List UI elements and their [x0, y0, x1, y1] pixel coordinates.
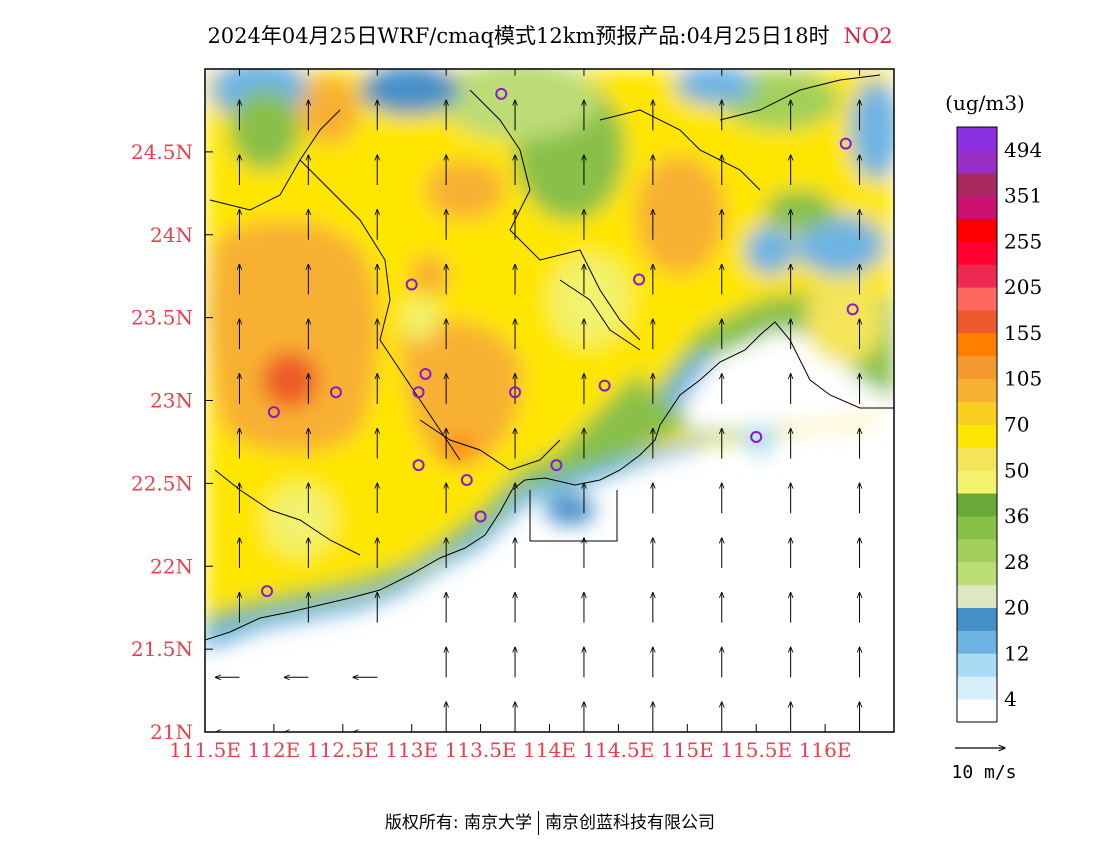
legend-label: 36 — [1004, 504, 1029, 528]
title-main: 2024年04月25日WRF/cmaq模式12km预报产品:04月25日18时 — [207, 24, 830, 48]
legend-swatch — [957, 127, 997, 151]
wind-vectors — [215, 69, 859, 732]
legend-swatch — [957, 332, 997, 357]
legend-swatch — [957, 584, 997, 608]
lat-tick-label: 24.5N — [131, 140, 193, 164]
station-marker — [460, 474, 473, 487]
concentration-field — [205, 69, 894, 732]
lat-tick-label: 23N — [150, 389, 193, 413]
legend-label: 28 — [1004, 550, 1029, 574]
lon-tick-label: 115E — [661, 738, 714, 762]
legend-swatch — [957, 195, 997, 219]
legend-swatch — [957, 447, 997, 471]
station-marker — [474, 510, 487, 523]
longitude-axis: 111.5E 112E 112.5E 113E 113.5E 114E 114.5E 115E… — [169, 724, 851, 762]
legend-swatch — [957, 310, 997, 334]
legend-label: 105 — [1004, 367, 1042, 391]
lon-tick-label: 113.5E — [445, 738, 517, 762]
chart-title: 2024年04月25日WRF/cmaq模式12km预报产品:04月25日18时 N… — [0, 20, 1100, 50]
station-marker — [550, 459, 563, 472]
station-marker — [495, 87, 508, 100]
legend-swatch — [957, 355, 997, 380]
station-marker — [509, 386, 522, 399]
lat-tick-label: 23.5N — [131, 306, 193, 330]
station-marker — [419, 367, 432, 380]
title-species: NO2 — [843, 24, 893, 48]
legend-swatch — [957, 630, 997, 654]
latitude-axis: 21N 21.5N 22N 22.5N 23N 23.5N 24N 24.5N — [131, 140, 213, 744]
legend-swatch — [957, 149, 997, 174]
footer-left: 版权所有: 南京大学 — [384, 813, 533, 833]
station-marker — [846, 303, 859, 316]
station-marker — [598, 379, 611, 392]
footer-right: 南京创蓝科技有限公司 — [545, 813, 716, 833]
legend-label: 70 — [1004, 413, 1029, 437]
lon-tick-label: 115.5E — [720, 738, 792, 762]
legend-label: 4 — [1004, 687, 1017, 711]
station-marker — [839, 137, 852, 150]
legend-swatch — [957, 470, 997, 494]
legend-label: 50 — [1004, 458, 1029, 482]
station-marker — [412, 386, 425, 399]
legend-swatch — [957, 287, 997, 311]
legend-swatch — [957, 607, 997, 631]
lon-tick-label: 113E — [385, 738, 438, 762]
legend-label: 494 — [1004, 138, 1042, 162]
station-marker — [405, 278, 418, 291]
legend-label: 205 — [1004, 275, 1042, 299]
legend-swatch — [957, 241, 997, 265]
lon-tick-label: 112E — [248, 738, 301, 762]
lat-tick-label: 22.5N — [131, 471, 193, 495]
legend-swatch — [957, 401, 997, 425]
legend-swatch — [957, 424, 997, 448]
legend-unit: (ug/m3) — [945, 91, 1025, 115]
legend-label: 351 — [1004, 184, 1042, 208]
wind-scale-label: 10 m/s — [951, 762, 1016, 783]
lat-tick-label: 24N — [150, 223, 193, 247]
station-marker — [267, 406, 280, 419]
lat-tick-label: 22N — [150, 554, 193, 578]
station-markers — [261, 87, 859, 598]
legend-swatch — [957, 378, 997, 403]
color-legend: 4 12 20 28 36 50 70 105 155 205 255 351 494 — [956, 126, 1042, 723]
station-marker — [750, 430, 763, 443]
lon-tick-label: 114E — [523, 738, 576, 762]
legend-label: 155 — [1004, 321, 1042, 345]
lon-tick-label: 112.5E — [307, 738, 379, 762]
legend-swatch — [957, 653, 997, 677]
copyright-footer: 版权所有: 南京大学 南京创蓝科技有限公司 — [0, 808, 1100, 835]
wind-scale: 10 m/s — [951, 748, 1017, 783]
legend-swatch — [957, 561, 997, 586]
lat-tick-label: 21N — [150, 720, 193, 744]
legend-swatch — [957, 538, 997, 563]
legend-swatch — [957, 493, 997, 517]
lat-tick-label: 21.5N — [131, 637, 193, 661]
legend-frame — [956, 126, 998, 723]
legend-label: 12 — [1004, 641, 1029, 665]
legend-swatch — [957, 699, 997, 723]
legend-label: 255 — [1004, 229, 1042, 253]
lon-tick-label: 116E — [799, 738, 852, 762]
station-marker — [412, 459, 425, 472]
legend-label: 20 — [1004, 596, 1029, 620]
station-marker — [633, 273, 646, 286]
lon-tick-label: 111.5E — [169, 738, 241, 762]
footer-separator — [538, 811, 540, 835]
coastline-and-boundaries — [205, 74, 894, 641]
legend-swatch — [957, 516, 997, 540]
legend-swatch — [957, 172, 997, 197]
legend-swatch — [957, 218, 997, 242]
station-marker — [329, 386, 342, 399]
station-marker — [261, 585, 274, 598]
legend-swatch — [957, 264, 997, 288]
legend-swatch — [957, 676, 997, 700]
lon-tick-label: 114.5E — [582, 738, 654, 762]
